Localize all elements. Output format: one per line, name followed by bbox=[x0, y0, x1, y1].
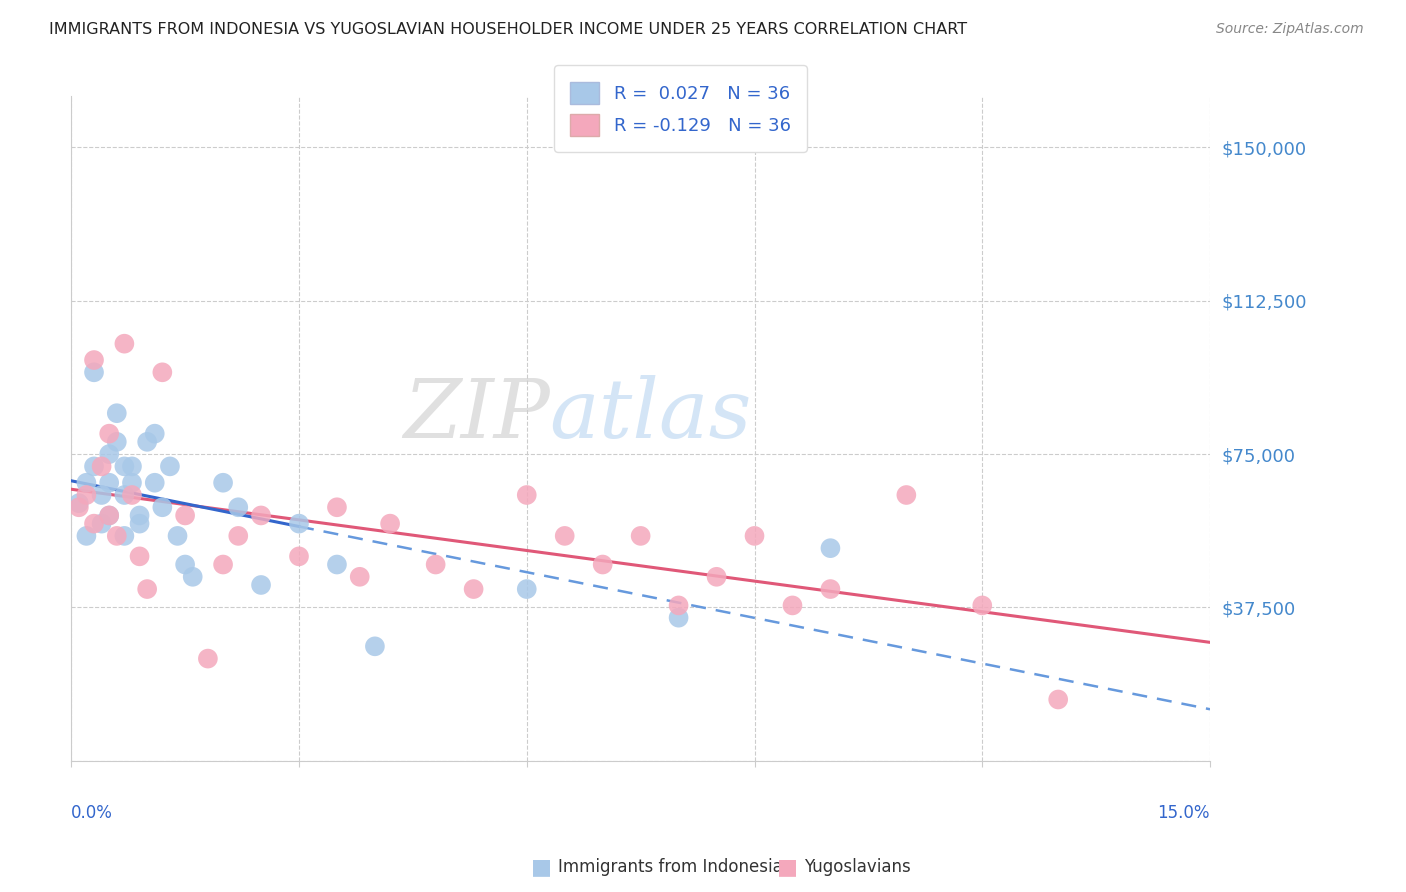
Point bbox=[98, 508, 121, 523]
Point bbox=[67, 500, 90, 515]
Point bbox=[197, 651, 219, 665]
Point bbox=[668, 610, 690, 624]
Point bbox=[592, 558, 614, 572]
Point bbox=[364, 640, 387, 654]
Point bbox=[128, 508, 150, 523]
Point bbox=[516, 582, 538, 596]
Point bbox=[83, 516, 105, 531]
Point bbox=[226, 500, 249, 515]
Text: 15.0%: 15.0% bbox=[1157, 804, 1211, 822]
Text: IMMIGRANTS FROM INDONESIA VS YUGOSLAVIAN HOUSEHOLDER INCOME UNDER 25 YEARS CORRE: IMMIGRANTS FROM INDONESIA VS YUGOSLAVIAN… bbox=[49, 22, 967, 37]
Point bbox=[349, 570, 371, 584]
Point bbox=[83, 353, 105, 368]
Point bbox=[136, 434, 159, 449]
Point bbox=[121, 488, 143, 502]
Point bbox=[326, 558, 349, 572]
Point bbox=[112, 336, 135, 351]
Text: Yugoslavians: Yugoslavians bbox=[804, 858, 911, 876]
Text: ■: ■ bbox=[531, 857, 551, 877]
Point bbox=[105, 406, 128, 420]
Point bbox=[288, 516, 311, 531]
Point bbox=[896, 488, 918, 502]
Point bbox=[83, 459, 105, 474]
Point bbox=[668, 599, 690, 613]
Point bbox=[972, 599, 994, 613]
Legend: R =  0.027   N = 36, R = -0.129   N = 36: R = 0.027 N = 36, R = -0.129 N = 36 bbox=[554, 65, 807, 152]
Point bbox=[121, 459, 143, 474]
Point bbox=[112, 488, 135, 502]
Point bbox=[212, 475, 235, 490]
Point bbox=[378, 516, 401, 531]
Point bbox=[1047, 692, 1070, 706]
Point bbox=[174, 558, 197, 572]
Point bbox=[150, 500, 173, 515]
Point bbox=[128, 549, 150, 564]
Point bbox=[105, 529, 128, 543]
Point bbox=[150, 365, 173, 379]
Point bbox=[425, 558, 447, 572]
Text: Source: ZipAtlas.com: Source: ZipAtlas.com bbox=[1216, 22, 1364, 37]
Point bbox=[820, 541, 842, 556]
Point bbox=[782, 599, 804, 613]
Point bbox=[90, 459, 112, 474]
Point bbox=[326, 500, 349, 515]
Point bbox=[159, 459, 181, 474]
Point bbox=[75, 529, 97, 543]
Point bbox=[250, 508, 273, 523]
Point bbox=[136, 582, 159, 596]
Point bbox=[166, 529, 188, 543]
Point bbox=[250, 578, 273, 592]
Text: ■: ■ bbox=[778, 857, 797, 877]
Text: ZIP: ZIP bbox=[402, 376, 550, 455]
Point bbox=[744, 529, 766, 543]
Text: atlas: atlas bbox=[550, 376, 752, 455]
Point bbox=[98, 447, 121, 461]
Point bbox=[143, 475, 166, 490]
Point bbox=[98, 508, 121, 523]
Point bbox=[288, 549, 311, 564]
Point bbox=[121, 475, 143, 490]
Point bbox=[75, 488, 97, 502]
Point bbox=[463, 582, 485, 596]
Point bbox=[706, 570, 728, 584]
Text: 0.0%: 0.0% bbox=[72, 804, 112, 822]
Point bbox=[83, 365, 105, 379]
Point bbox=[143, 426, 166, 441]
Point bbox=[226, 529, 249, 543]
Text: Immigrants from Indonesia: Immigrants from Indonesia bbox=[558, 858, 783, 876]
Point bbox=[630, 529, 652, 543]
Point bbox=[105, 434, 128, 449]
Point bbox=[820, 582, 842, 596]
Point bbox=[98, 475, 121, 490]
Point bbox=[90, 516, 112, 531]
Point bbox=[112, 459, 135, 474]
Point bbox=[90, 488, 112, 502]
Point bbox=[181, 570, 204, 584]
Point bbox=[67, 496, 90, 510]
Point bbox=[174, 508, 197, 523]
Point bbox=[212, 558, 235, 572]
Point bbox=[554, 529, 576, 543]
Point bbox=[98, 426, 121, 441]
Point bbox=[75, 475, 97, 490]
Point bbox=[516, 488, 538, 502]
Point bbox=[112, 529, 135, 543]
Point bbox=[128, 516, 150, 531]
